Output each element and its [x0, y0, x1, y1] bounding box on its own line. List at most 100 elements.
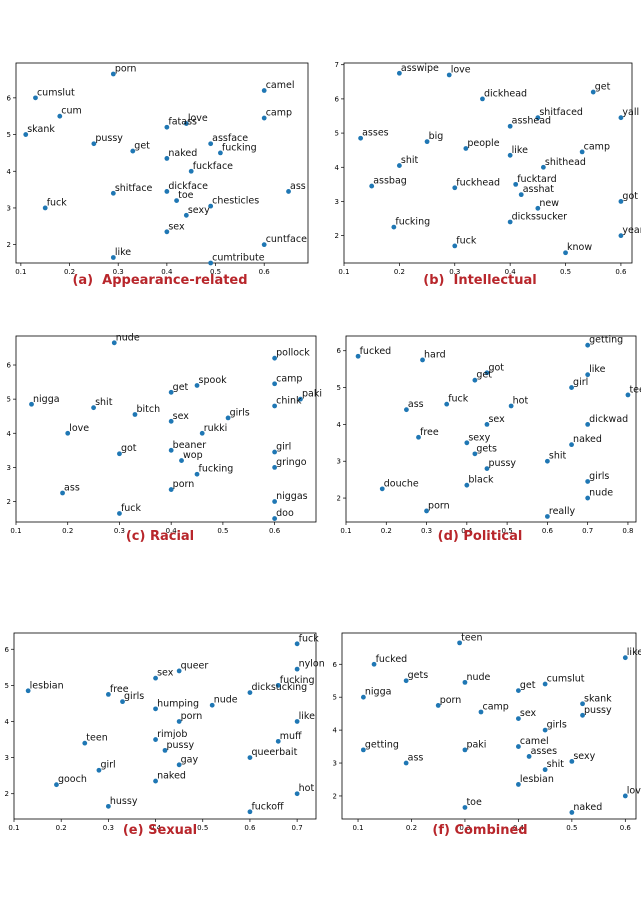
- y-tick-label: 6: [333, 661, 338, 669]
- point-label: fuck: [47, 197, 68, 208]
- point-label: muff: [280, 731, 302, 742]
- point-label: shitfaced: [539, 107, 583, 118]
- data-point: [355, 353, 361, 359]
- point-label: know: [567, 242, 592, 253]
- point-label: pussy: [584, 705, 612, 716]
- x-tick-label: 0.6: [259, 268, 271, 276]
- point-label: fucked: [376, 654, 408, 665]
- data-point: [96, 767, 102, 773]
- data-point: [452, 243, 458, 249]
- data-point: [218, 150, 223, 156]
- x-tick-label: 0.1: [10, 527, 21, 535]
- data-point: [371, 661, 377, 667]
- point-label: new: [539, 198, 559, 209]
- data-point: [480, 96, 485, 102]
- point-label: hot: [299, 783, 315, 794]
- data-point: [179, 458, 184, 463]
- data-point: [569, 758, 575, 764]
- data-point: [60, 490, 65, 496]
- data-point: [513, 181, 519, 187]
- data-point: [391, 224, 397, 230]
- chart-panel-appearance: 0.1 0.2 0.3 0.4 0.5 0.6 2 3 4 5 6 porn cumslut camel c…: [0, 0, 320, 302]
- x-tick-label: 0.2: [56, 824, 67, 832]
- data-point: [462, 679, 468, 685]
- data-point: [176, 719, 182, 724]
- plot-frame: [15, 62, 309, 264]
- data-point: [585, 342, 591, 348]
- point-label: cumslut: [547, 674, 585, 685]
- point-label: rukki: [204, 423, 228, 434]
- point-label: girl: [276, 442, 291, 453]
- data-point: [164, 124, 170, 130]
- point-label: sex: [157, 668, 174, 679]
- data-point: [542, 681, 548, 687]
- scatter-plot: 0.1 0.2 0.3 0.4 0.5 0.6 2 3 4 5 6 nude pollock camp sp…: [7, 332, 322, 535]
- point-label: dickssucker: [512, 211, 568, 222]
- x-tick-label: 0.3: [459, 824, 470, 832]
- data-point: [464, 482, 470, 488]
- data-point: [516, 782, 521, 787]
- y-tick-label: 5: [333, 694, 337, 702]
- data-point: [535, 115, 541, 121]
- data-point: [130, 148, 136, 154]
- point-label: like: [589, 364, 605, 375]
- y-tick-label: 6: [5, 646, 10, 654]
- data-point: [507, 219, 513, 225]
- data-point: [396, 70, 402, 76]
- plot-frame: [341, 632, 637, 820]
- data-point: [25, 688, 31, 694]
- data-point: [472, 451, 478, 457]
- y-tick-label: 4: [7, 430, 12, 438]
- data-point: [424, 508, 429, 514]
- data-point: [188, 168, 194, 174]
- point-label: sex: [488, 414, 505, 425]
- x-tick-label: 0.5: [210, 268, 221, 276]
- data-point: [484, 466, 490, 471]
- point-label: fucktard: [517, 174, 556, 185]
- point-label: got: [121, 443, 137, 454]
- point-label: porn: [173, 479, 195, 490]
- point-label: nude: [589, 488, 613, 499]
- x-tick-label: 0.4: [161, 268, 173, 276]
- data-point: [65, 430, 71, 436]
- data-point: [117, 511, 122, 516]
- point-label: gay: [181, 754, 199, 765]
- x-tick-label: 0.5: [502, 527, 513, 535]
- data-point: [472, 377, 478, 383]
- x-tick-label: 0.3: [449, 268, 460, 276]
- point-label: get: [173, 382, 189, 393]
- y-tick-label: 3: [333, 760, 337, 768]
- chart-caption: (b) Intellectual: [423, 273, 537, 288]
- data-point: [247, 690, 253, 695]
- data-point: [272, 516, 278, 521]
- data-point: [579, 149, 585, 155]
- point-label: rimjob: [157, 729, 187, 740]
- data-point: [563, 250, 568, 256]
- point-label: girls: [124, 691, 144, 702]
- data-point: [618, 115, 624, 121]
- y-tick-label: 7: [335, 61, 339, 69]
- point-label: girls: [230, 407, 250, 418]
- data-point: [294, 719, 300, 724]
- data-point: [379, 486, 385, 492]
- data-point: [247, 809, 253, 815]
- point-label: camp: [276, 373, 302, 384]
- data-point: [518, 192, 524, 198]
- data-point: [535, 205, 541, 211]
- point-label: sexy: [468, 432, 490, 443]
- point-label: cumtribute: [212, 253, 265, 264]
- point-label: nude: [214, 695, 238, 706]
- x-tick-label: 0.6: [542, 527, 554, 535]
- point-label: getting: [589, 335, 623, 346]
- data-point: [110, 255, 116, 260]
- point-label: nigga: [365, 687, 392, 698]
- point-label: like: [627, 647, 641, 658]
- point-label: doo: [276, 508, 294, 519]
- data-point: [164, 189, 170, 194]
- point-label: chink: [276, 395, 302, 406]
- y-tick-label: 2: [335, 232, 339, 240]
- y-tick-label: 4: [335, 164, 340, 172]
- point-label: hot: [513, 395, 529, 406]
- x-tick-label: 0.4: [150, 824, 162, 832]
- point-label: queerbait: [251, 747, 297, 758]
